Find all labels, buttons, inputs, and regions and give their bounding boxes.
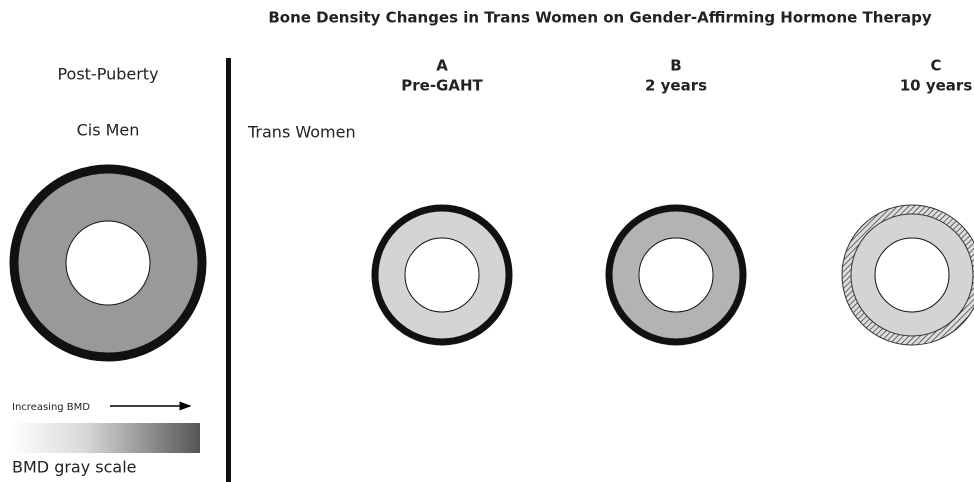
panel-label: 10 years [900, 77, 973, 95]
panel-label: 2 years [645, 77, 707, 95]
gray-scale [10, 423, 200, 453]
arrow-label: Increasing BMD [12, 402, 90, 413]
panel-label: Pre-GAHT [401, 77, 483, 95]
diagram: Bone Density Changes in Trans Women on G… [0, 0, 974, 482]
panel-a: A Pre-GAHT [375, 57, 509, 343]
panel-letter: A [436, 57, 448, 75]
group-label: Trans Women [247, 123, 356, 142]
panel-b: B 2 years [609, 57, 743, 343]
panel-c: C 10 years [842, 57, 974, 346]
panel-letter: C [930, 57, 941, 75]
panel-letter: B [670, 57, 681, 75]
divider [226, 58, 231, 482]
bone-inner [639, 238, 713, 312]
title: Bone Density Changes in Trans Women on G… [268, 9, 932, 27]
bone-inner [66, 221, 150, 305]
group-label: Cis Men [77, 121, 140, 140]
bone-inner [405, 238, 479, 312]
scale-label: BMD gray scale [12, 458, 137, 477]
bone-inner [875, 238, 949, 312]
heading: Post-Puberty [57, 65, 158, 84]
